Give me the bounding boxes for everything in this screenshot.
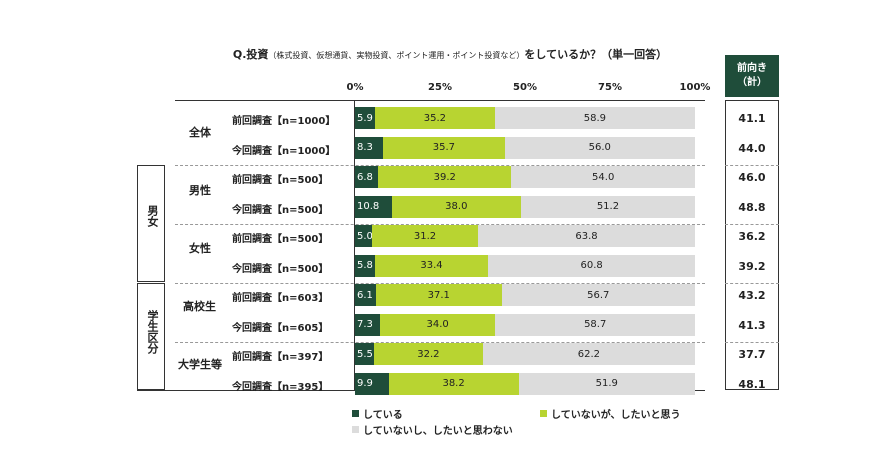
title-paren: （株式投資、仮想通貨、実物投資、ポイント運用・ポイント投資など） xyxy=(268,51,525,60)
maemuki-value-8: 37.7 xyxy=(738,348,766,361)
legend-swatch-1 xyxy=(540,410,547,417)
x-tick-4: 100% xyxy=(679,82,711,93)
maemuki-box xyxy=(725,100,779,390)
bar-7-series-2: 58.7 xyxy=(495,313,695,336)
maemuki-value-5: 39.2 xyxy=(738,259,766,273)
bar-9-series-2: 51.9 xyxy=(518,372,695,395)
row-label-2: 前回調査【n=500】 xyxy=(232,175,329,186)
bar-1-series-0: 8.3 xyxy=(355,136,384,159)
maemuki-header-line2: （計） xyxy=(737,77,767,88)
bar-7-series-1: 34.0 xyxy=(379,313,496,336)
legend-label-2: していないし、したいと思わない xyxy=(363,426,513,437)
bar-6-series-0: 6.1 xyxy=(355,284,376,306)
maemuki-value-7: 41.3 xyxy=(738,318,766,332)
bar-4-series-0: 5.0 xyxy=(355,225,373,247)
bar-9-series-1: 38.2 xyxy=(388,372,519,395)
bar-8-series-2: 62.2 xyxy=(483,343,695,365)
bar-1-series-2: 56.0 xyxy=(504,136,695,159)
bar-5-series-1: 33.4 xyxy=(374,254,489,277)
subgroup-label-2: 女性 xyxy=(189,242,211,255)
bar-4-series-1: 31.2 xyxy=(372,225,479,247)
separator-3 xyxy=(175,342,705,343)
top-rule xyxy=(175,100,705,101)
row-label-3: 今回調査【n=500】 xyxy=(232,204,329,216)
bar-6-series-2: 56.7 xyxy=(501,284,695,306)
separator-0 xyxy=(175,165,705,166)
legend-label-1: していないが、したいと思う xyxy=(551,410,681,421)
row-label-0: 前回調査【n=1000】 xyxy=(232,116,336,127)
legend-item-0: している xyxy=(352,406,403,421)
bar-3-series-0: 10.8 xyxy=(355,195,392,218)
subgroup-label-3: 高校生 xyxy=(183,300,216,313)
bar-5-series-2: 60.8 xyxy=(488,254,695,277)
x-tick-2: 50% xyxy=(513,82,537,93)
maemuki-separator-3 xyxy=(725,342,779,343)
maemuki-value-9: 48.1 xyxy=(738,377,766,391)
bar-6-series-1: 37.1 xyxy=(375,284,502,306)
maemuki-separator-1 xyxy=(725,224,779,225)
maemuki-separator-2 xyxy=(725,283,779,284)
group-label-0: 男女 xyxy=(146,205,159,227)
row-label-8: 前回調査【n=397】 xyxy=(232,352,329,363)
x-tick-3: 75% xyxy=(598,82,622,93)
row-label-5: 今回調査【n=500】 xyxy=(232,263,329,275)
bar-2-series-0: 6.8 xyxy=(355,166,379,188)
maemuki-value-1: 44.0 xyxy=(738,141,766,155)
x-tick-1: 25% xyxy=(428,82,452,93)
bar-0-series-0: 5.9 xyxy=(355,107,376,129)
maemuki-value-0: 41.1 xyxy=(738,112,766,125)
separator-2 xyxy=(175,283,705,284)
legend-label-0: している xyxy=(363,410,403,421)
maemuki-value-3: 48.8 xyxy=(738,200,766,214)
maemuki-header: 前向き （計） xyxy=(725,55,779,97)
group-box-0 xyxy=(137,165,165,282)
maemuki-header-line1: 前向き xyxy=(737,63,767,74)
bar-8-series-0: 5.5 xyxy=(355,343,374,365)
bar-1-series-1: 35.7 xyxy=(383,136,505,159)
title-suffix: をしているか？（単一回答） xyxy=(524,48,668,61)
maemuki-value-4: 36.2 xyxy=(738,230,766,243)
maemuki-separator-0 xyxy=(725,165,779,166)
separator-1 xyxy=(175,224,705,225)
x-tick-0: 0% xyxy=(346,82,364,93)
legend-item-1: していないが、したいと思う xyxy=(540,406,681,421)
row-label-4: 前回調査【n=500】 xyxy=(232,234,329,245)
bar-2-series-1: 39.2 xyxy=(378,166,512,188)
bar-3-series-1: 38.0 xyxy=(391,195,521,218)
title-main: Q.投資 xyxy=(232,48,269,61)
bar-7-series-0: 7.3 xyxy=(355,313,380,336)
bar-2-series-2: 54.0 xyxy=(511,166,695,188)
axis-line xyxy=(354,100,355,390)
group-box-1 xyxy=(137,283,165,390)
row-label-1: 今回調査【n=1000】 xyxy=(232,145,336,157)
subgroup-label-4: 大学生等 xyxy=(178,358,222,371)
legend-item-2: していないし、したいと思わない xyxy=(352,422,513,437)
legend-swatch-0 xyxy=(352,410,359,417)
bar-0-series-1: 35.2 xyxy=(375,107,495,129)
bar-8-series-1: 32.2 xyxy=(373,343,484,365)
legend-swatch-2 xyxy=(352,426,359,433)
row-label-9: 今回調査【n=395】 xyxy=(232,381,329,393)
group-label-1: 学生区分 xyxy=(146,310,159,354)
bar-9-series-0: 9.9 xyxy=(355,372,389,395)
bar-4-series-2: 63.8 xyxy=(478,225,695,247)
row-label-7: 今回調査【n=605】 xyxy=(232,322,329,334)
bar-5-series-0: 5.8 xyxy=(355,254,375,277)
bar-3-series-2: 51.2 xyxy=(520,195,695,218)
chart-title: Q.投資（株式投資、仮想通貨、実物投資、ポイント運用・ポイント投資など）をしてい… xyxy=(190,46,710,62)
subgroup-label-1: 男性 xyxy=(189,184,211,197)
maemuki-value-2: 46.0 xyxy=(738,171,766,184)
row-label-6: 前回調査【n=603】 xyxy=(232,293,329,304)
bar-0-series-2: 58.9 xyxy=(494,107,695,129)
maemuki-value-6: 43.2 xyxy=(738,289,766,302)
subgroup-label-0: 全体 xyxy=(189,126,211,139)
